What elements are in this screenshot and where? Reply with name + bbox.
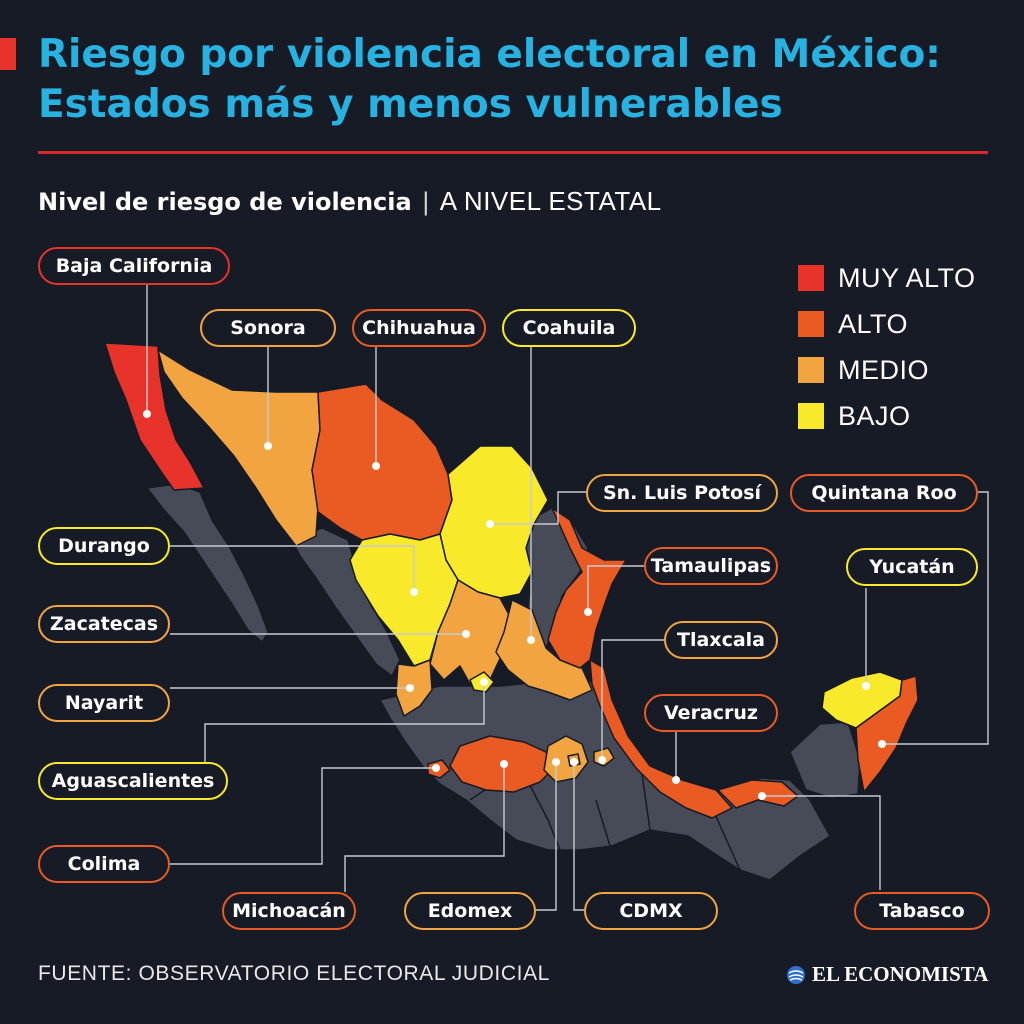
- legend-swatch-alto: [798, 311, 824, 337]
- legend-item-medio: MEDIO: [798, 347, 976, 393]
- dot-veracruz: [672, 776, 680, 784]
- subtitle-scope: A NIVEL ESTATAL: [439, 186, 662, 216]
- dot-colima: [432, 764, 440, 772]
- mexico-base-shape: [146, 483, 861, 881]
- leader-tabasco: [762, 795, 881, 890]
- legend: MUY ALTO ALTO MEDIO BAJO: [798, 255, 976, 439]
- dot-chihuahua: [372, 462, 380, 470]
- dot-tamaulipas: [584, 608, 592, 616]
- dot-sn-luis-potosi: [486, 520, 494, 528]
- title-line-1: Riesgo por violencia electoral en México…: [38, 32, 941, 77]
- leader-quintana-roo: [882, 491, 989, 745]
- legend-item-muy-alto: MUY ALTO: [798, 255, 976, 301]
- leader-michoacan: [344, 764, 505, 892]
- source-note: FUENTE: OBSERVATORIO ELECTORAL JUDICIAL: [38, 962, 550, 985]
- state-baja-california: [104, 342, 205, 491]
- legend-swatch-muy-alto: [798, 265, 824, 291]
- state-quintana-roo: [855, 675, 919, 793]
- dot-yucatan: [862, 682, 870, 690]
- label-quintana-roo: Quintana Roo: [790, 474, 978, 512]
- label-michoacan: Michoacán: [222, 892, 356, 930]
- title-accent-bar: [0, 38, 16, 70]
- dot-sonora: [264, 442, 272, 450]
- legend-item-alto: ALTO: [798, 301, 976, 347]
- label-sonora: Sonora: [200, 309, 336, 347]
- dot-zacatecas: [462, 630, 470, 638]
- label-aguascalientes: Aguascalientes: [38, 762, 228, 800]
- dot-michoacan: [500, 760, 508, 768]
- legend-label-alto: ALTO: [838, 308, 909, 339]
- label-durango: Durango: [38, 527, 170, 565]
- title-line-2: Estados más y menos vulnerables: [38, 82, 783, 127]
- legend-swatch-bajo: [798, 403, 824, 429]
- leader-tlaxcala: [601, 639, 664, 760]
- leader-colima: [170, 767, 436, 865]
- dot-aguascalientes: [480, 678, 488, 686]
- dot-nayarit: [406, 684, 414, 692]
- state-tabasco: [717, 779, 799, 809]
- label-sn-luis-potosi: Sn. Luis Potosí: [586, 474, 778, 512]
- legend-label-bajo: BAJO: [838, 400, 911, 431]
- leader-tamaulipas: [587, 565, 644, 612]
- state-zacatecas: [429, 579, 513, 685]
- label-veracruz: Veracruz: [644, 694, 778, 732]
- state-edomex: [543, 735, 589, 783]
- subtitle: Nivel de riesgo de violencia | A NIVEL EST…: [38, 184, 662, 219]
- legend-item-bajo: BAJO: [798, 393, 976, 439]
- state-chihuahua: [311, 383, 453, 541]
- leader-edomex: [532, 762, 557, 911]
- title-divider: [38, 151, 988, 154]
- label-tlaxcala: Tlaxcala: [664, 621, 778, 659]
- legend-swatch-medio: [798, 357, 824, 383]
- state-san-luis-potosi: [495, 599, 593, 701]
- label-baja-california: Baja California: [38, 247, 230, 285]
- brand-logo: EL ECONOMISTA: [786, 962, 988, 987]
- leader-cdmx: [573, 762, 584, 911]
- legend-label-muy-alto: MUY ALTO: [838, 262, 976, 293]
- leader-durango: [170, 545, 415, 592]
- label-tabasco: Tabasco: [854, 892, 990, 930]
- label-edomex: Edomex: [404, 892, 536, 930]
- globe-swirl-icon: [787, 965, 805, 984]
- dot-quintana-roo: [878, 740, 886, 748]
- dot-coahuila: [527, 636, 535, 644]
- label-chihuahua: Chihuahua: [352, 309, 486, 347]
- dot-baja-california: [143, 410, 151, 418]
- dot-tlaxcala: [598, 756, 606, 764]
- dot-durango: [410, 588, 418, 596]
- label-yucatan: Yucatán: [846, 548, 978, 586]
- label-leader-lines: [146, 284, 989, 911]
- label-nayarit: Nayarit: [38, 684, 170, 722]
- label-coahuila: Coahuila: [502, 309, 636, 347]
- dot-edomex: [552, 758, 560, 766]
- legend-label-medio: MEDIO: [838, 354, 930, 385]
- label-zacatecas: Zacatecas: [38, 605, 170, 643]
- dot-tabasco: [758, 792, 766, 800]
- subtitle-separator: |: [421, 188, 430, 216]
- state-veracruz: [589, 659, 733, 819]
- page-title: Riesgo por violencia electoral en México…: [38, 30, 998, 130]
- state-sonora: [157, 349, 321, 547]
- label-anchor-dots: [143, 410, 886, 800]
- leader-sn-luis-potosi: [490, 491, 586, 525]
- label-tamaulipas: Tamaulipas: [644, 547, 778, 585]
- brand-name: EL ECONOMISTA: [812, 962, 989, 986]
- leader-aguascalientes: [204, 682, 485, 762]
- label-cdmx: CDMX: [584, 892, 718, 930]
- subtitle-main: Nivel de riesgo de violencia: [38, 188, 412, 216]
- label-colima: Colima: [38, 845, 170, 883]
- dot-cdmx: [570, 758, 578, 766]
